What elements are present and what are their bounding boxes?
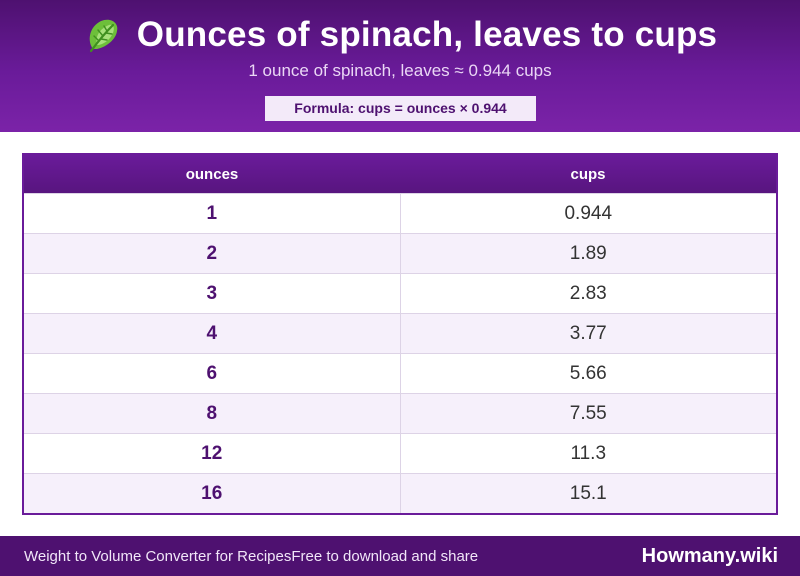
table-row: 3 2.83 [24,273,776,313]
column-header-cups: cups [570,165,606,183]
ounces-cell: 8 [24,394,401,433]
cups-cell: 7.55 [569,402,607,424]
table-header: ounces cups [24,155,776,193]
leafy-greens-icon [89,19,118,53]
formula-badge: Formula: cups = ounces × 0.944 [265,96,536,121]
ounces-cell: 12 [24,434,401,473]
cups-cell: 5.66 [569,362,607,384]
ounces-cell: 2 [24,234,401,273]
conversion-table: ounces cups 1 0.944 2 1.89 3 2.83 4 3.77… [22,153,778,515]
brand-logo-text[interactable]: Howmany.wiki [641,544,778,567]
table-row: 1 0.944 [24,193,776,233]
column-header-ounces: ounces [185,165,239,183]
cups-cell: 2.83 [569,282,607,304]
subtitle: 1 ounce of spinach, leaves ≈ 0.944 cups [248,61,552,80]
ounces-cell: 6 [24,354,401,393]
ounces-cell: 3 [24,274,401,313]
cups-cell: 15.1 [569,482,607,504]
ounces-cell: 16 [24,474,401,513]
cups-cell: 0.944 [564,202,613,224]
cups-cell: 1.89 [569,242,607,264]
footer-converter-link[interactable]: Weight to Volume Converter for Recipes [24,547,292,565]
ounces-cell: 4 [24,314,401,353]
page-title: Ounces of spinach, leaves to cups [136,15,718,54]
ounces-cell: 1 [24,194,401,233]
table-row: 6 5.66 [24,353,776,393]
table-row: 8 7.55 [24,393,776,433]
table-row: 2 1.89 [24,233,776,273]
footer: Weight to Volume Converter for Recipes F… [0,536,800,576]
table-row: 16 15.1 [24,473,776,513]
cups-cell: 3.77 [569,322,607,344]
table-row: 4 3.77 [24,313,776,353]
cups-cell: 11.3 [570,442,607,464]
table-row: 12 11.3 [24,433,776,473]
title-row: Ounces of spinach, leaves to cups [0,12,800,58]
header: Ounces of spinach, leaves to cups 1 ounc… [0,0,800,132]
footer-share-text: Free to download and share [291,547,479,565]
